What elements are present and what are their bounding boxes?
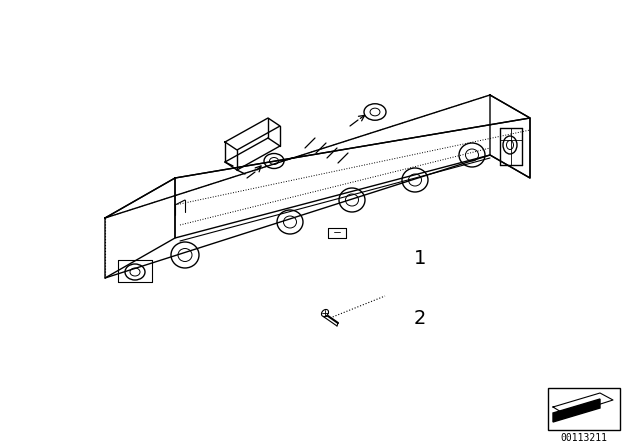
Polygon shape — [553, 399, 600, 422]
Text: 00113211: 00113211 — [561, 433, 607, 443]
Ellipse shape — [321, 310, 328, 317]
Text: 2: 2 — [414, 309, 426, 327]
Text: 1: 1 — [414, 249, 426, 267]
Bar — [548, 388, 620, 430]
